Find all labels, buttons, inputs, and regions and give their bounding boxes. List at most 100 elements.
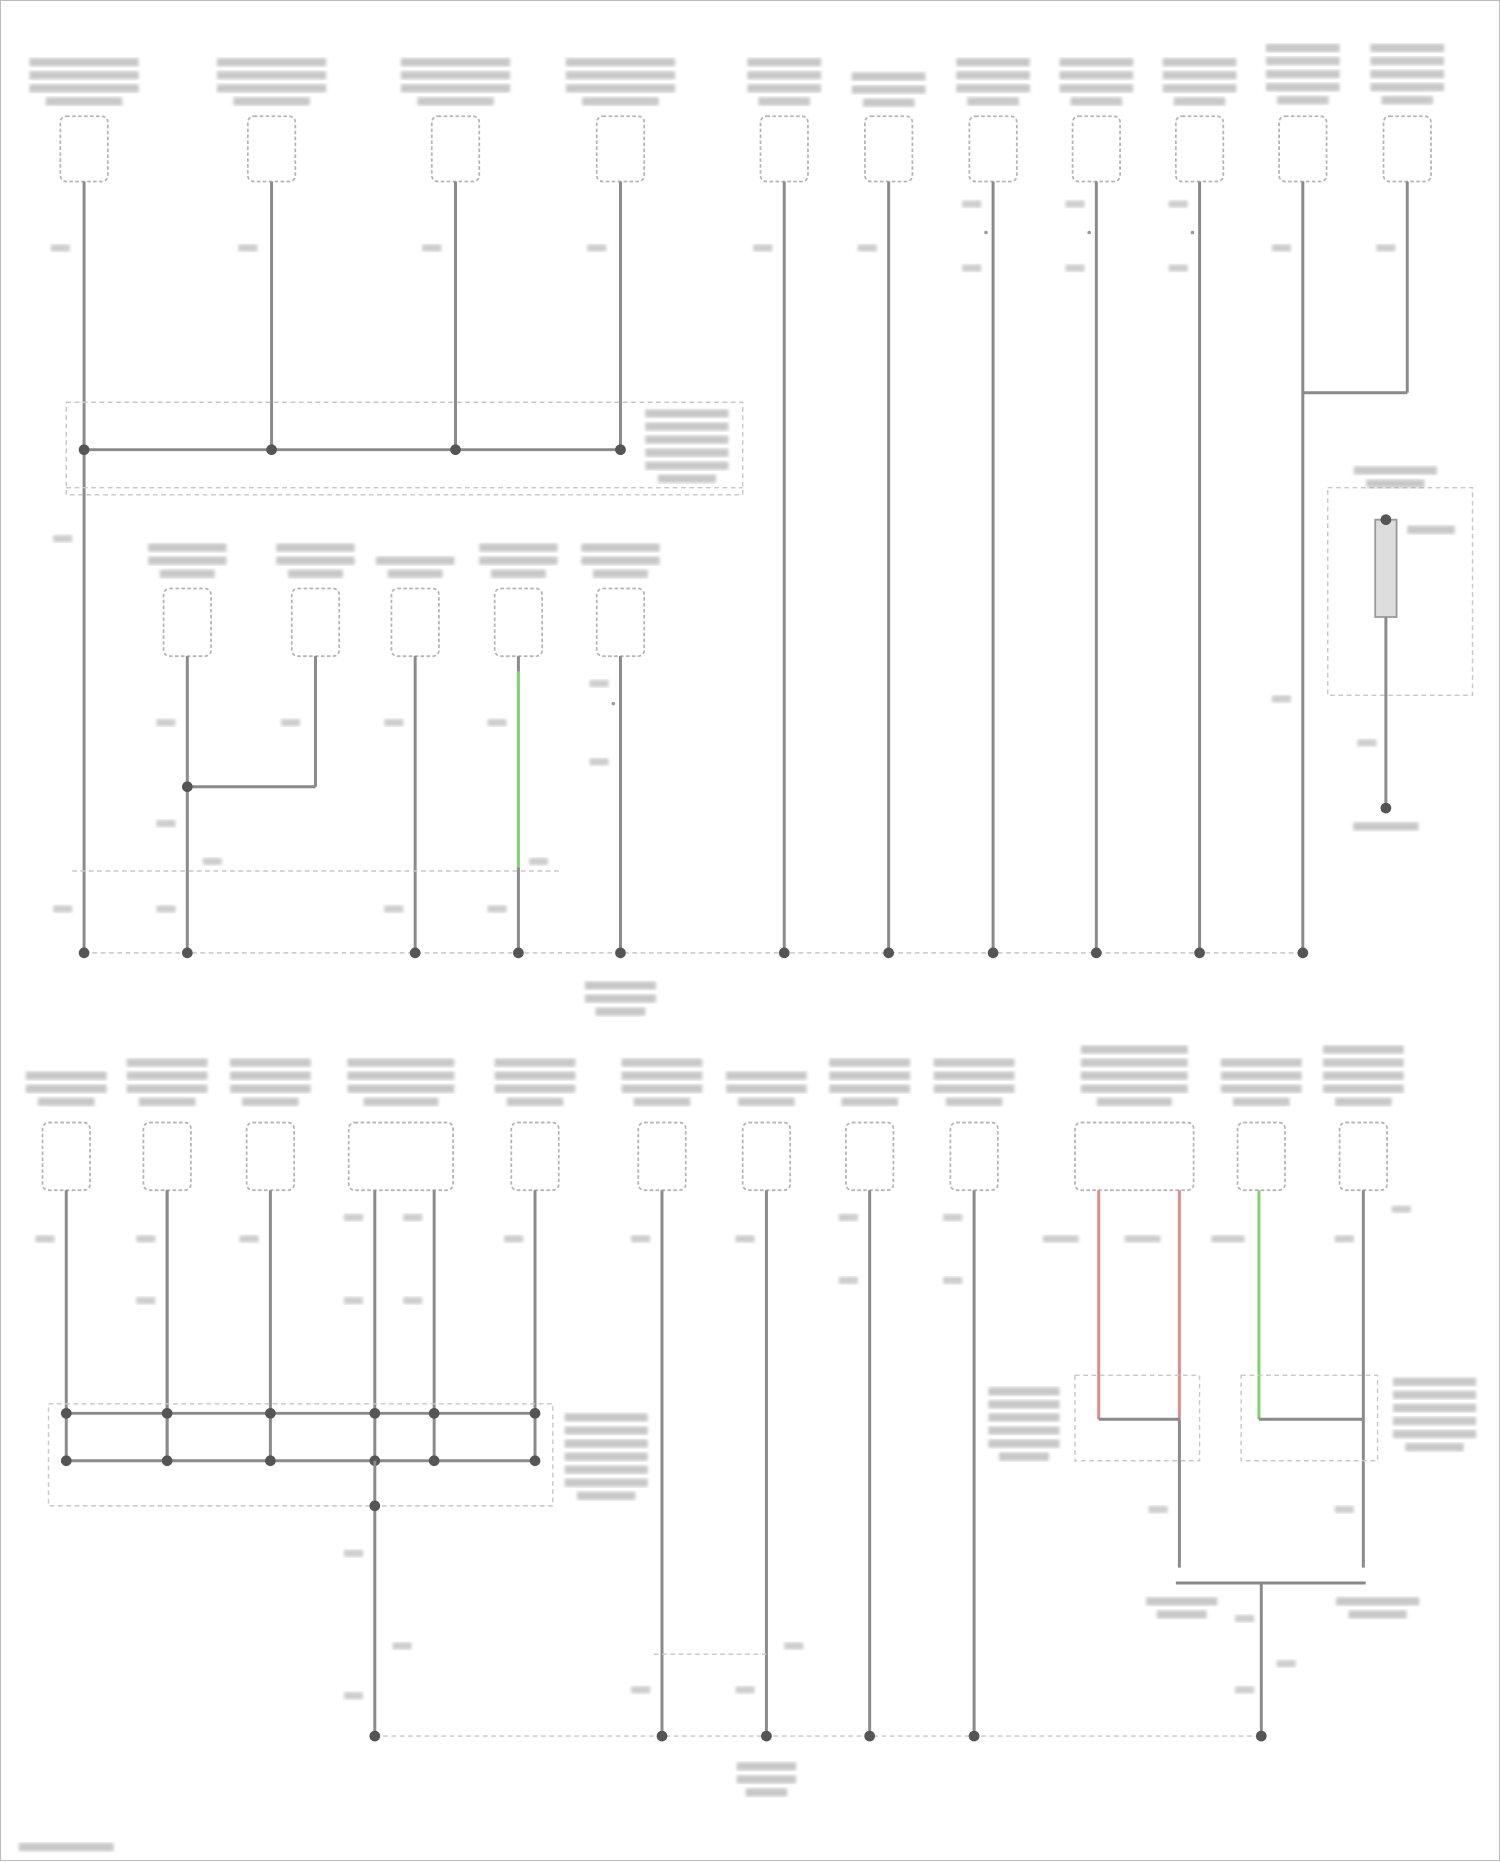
illegible-label [347, 1058, 455, 1067]
illegible-label [747, 58, 822, 67]
component [1382, 115, 1432, 183]
illegible-label [148, 556, 227, 565]
ground-point [369, 1500, 381, 1512]
illegible-label [1335, 1097, 1392, 1106]
illegible-label [645, 409, 729, 418]
illegible-label [1393, 1403, 1477, 1413]
illegible-label [595, 1007, 646, 1016]
illegible-label [126, 1071, 208, 1080]
illegible-label [1348, 1610, 1407, 1619]
illegible-label [758, 97, 810, 106]
illegible-label [933, 1084, 1015, 1093]
wire-code-label [343, 1692, 363, 1700]
connector-pin [984, 230, 988, 235]
illegible-label [276, 556, 355, 565]
ground-point [181, 781, 193, 793]
illegible-label [657, 474, 716, 483]
illegible-label [564, 1478, 648, 1487]
illegible-label [621, 1071, 703, 1080]
illegible-label [1322, 1071, 1404, 1080]
illegible-label [1370, 43, 1445, 53]
illegible-label [1266, 83, 1340, 92]
illegible-label [233, 97, 310, 106]
wire-code-label [962, 264, 982, 272]
illegible-label [945, 1097, 1003, 1106]
illegible-label [1080, 1084, 1188, 1093]
illegible-label [736, 1762, 797, 1771]
component [390, 587, 440, 658]
ground-point [450, 444, 461, 456]
illegible-label [347, 1084, 455, 1093]
wire-code-label [735, 1235, 755, 1243]
wire-code-label [384, 905, 404, 913]
wire-code-label [156, 905, 176, 913]
illegible-label [584, 994, 657, 1003]
ground-point [529, 1407, 541, 1419]
connector-outline [1074, 1374, 1201, 1462]
wire-code-label [487, 905, 507, 913]
wire-code-label [784, 1642, 804, 1650]
wire-code-label [838, 1213, 858, 1222]
illegible-label [862, 98, 915, 107]
wire-code-label [857, 244, 877, 252]
component [59, 115, 109, 183]
component [41, 1121, 91, 1192]
wire-code-label [238, 244, 258, 252]
illegible-label [565, 71, 676, 80]
illegible-label [363, 1097, 439, 1106]
wire-code-label [53, 905, 73, 913]
wire-code-label [403, 1213, 423, 1222]
illegible-label [216, 71, 327, 80]
illegible-label [18, 1842, 114, 1852]
illegible-label [1059, 71, 1134, 80]
ground-point [161, 1407, 173, 1419]
ground-point [60, 1455, 72, 1467]
illegible-label [1173, 97, 1226, 106]
illegible-label [988, 1400, 1060, 1409]
illegible-label [1220, 1058, 1302, 1067]
wire-code-label [136, 1297, 156, 1305]
illegible-label [29, 84, 139, 93]
illegible-label [1336, 1597, 1420, 1606]
illegible-label [747, 71, 822, 80]
illegible-label [29, 58, 139, 67]
illegible-label [1080, 1058, 1188, 1067]
ground-point [181, 947, 193, 959]
wire-code-label [1042, 1235, 1079, 1243]
illegible-label [400, 84, 511, 93]
component [1174, 115, 1225, 183]
illegible-label [581, 556, 660, 565]
wire-code-label [156, 719, 176, 727]
wire-code-label [1391, 1205, 1411, 1213]
ground-point [78, 444, 90, 456]
illegible-label [1146, 1597, 1218, 1606]
illegible-label [956, 84, 1030, 93]
illegible-label [564, 1426, 648, 1435]
illegible-label [736, 1775, 797, 1784]
illegible-label [1080, 1045, 1188, 1054]
illegible-label [967, 97, 1019, 106]
wire-code-label [343, 1213, 363, 1222]
ground-point [369, 1730, 381, 1742]
illegible-label [1393, 1416, 1477, 1426]
illegible-label [159, 569, 215, 578]
illegible-label [1266, 56, 1340, 66]
illegible-label [1266, 69, 1340, 79]
ground-point [266, 444, 277, 456]
illegible-label [1233, 1097, 1290, 1106]
wire-code-label [1168, 200, 1188, 208]
illegible-label [988, 1413, 1060, 1422]
illegible-label [564, 1439, 648, 1448]
illegible-label [1353, 822, 1419, 831]
illegible-label [565, 84, 676, 93]
component [430, 115, 481, 183]
illegible-label [400, 71, 511, 80]
illegible-label [565, 58, 676, 67]
component [1338, 1121, 1388, 1192]
wire-code-label [53, 535, 73, 543]
illegible-label [242, 1097, 299, 1106]
illegible-label [25, 1084, 107, 1093]
illegible-label [988, 1426, 1060, 1435]
illegible-label [1370, 56, 1445, 66]
